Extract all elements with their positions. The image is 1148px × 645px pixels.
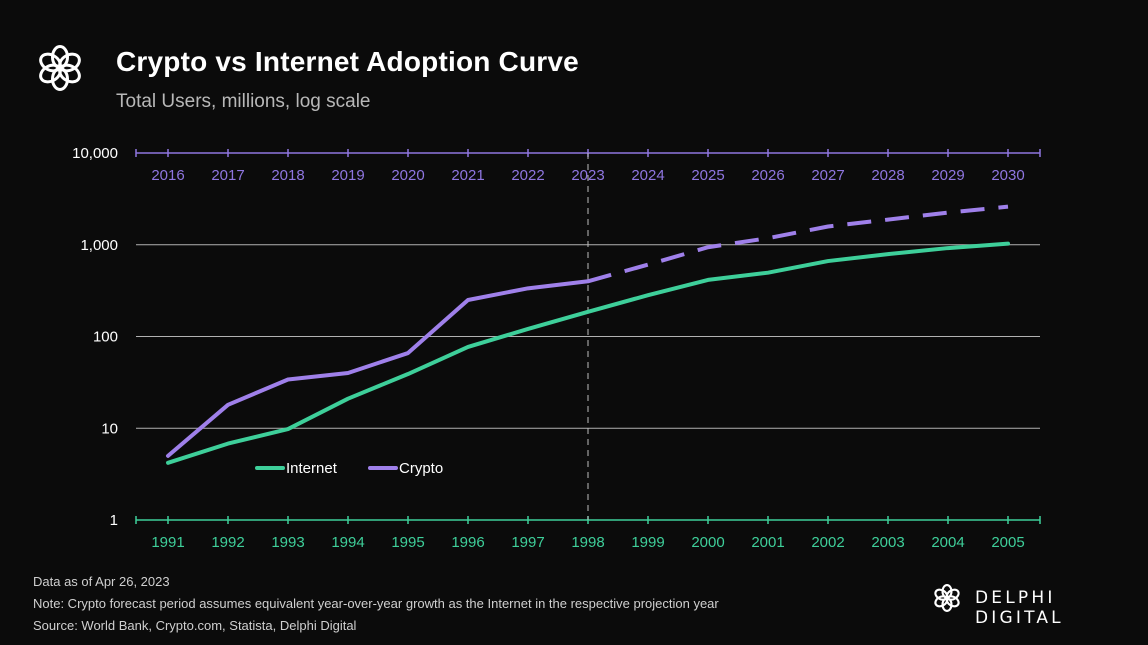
chart-header: Crypto vs Internet Adoption Curve Total … (0, 0, 1148, 130)
legend: Internet Crypto (255, 460, 443, 477)
bottom-x-tick-label: 2000 (691, 534, 724, 551)
legend-label-internet: Internet (286, 460, 338, 477)
bottom-x-tick-label: 1994 (331, 534, 364, 551)
legend-label-crypto: Crypto (399, 460, 443, 477)
bottom-x-tick-label: 1998 (571, 534, 604, 551)
axis-layer: 1 10 100 1,000 10,000 2016 1991 2017 1992 2018 199… (72, 145, 1041, 551)
delphi-brand-icon (934, 584, 960, 612)
forecast-note: Note: Crypto forecast period assumes equ… (33, 596, 719, 611)
top-x-tick-label: 2022 (511, 167, 544, 184)
data-date-note: Data as of Apr 26, 2023 (33, 574, 170, 589)
y-tick-label: 10 (101, 420, 118, 437)
bottom-x-tick-label: 2004 (931, 534, 964, 551)
top-x-tick-label: 2026 (751, 167, 784, 184)
bottom-x-tick-label: 1993 (271, 534, 304, 551)
bottom-x-tick-label: 1996 (451, 534, 484, 551)
top-x-tick-label: 2028 (871, 167, 904, 184)
series-layer (166, 204, 1010, 465)
top-x-tick-label: 2017 (211, 167, 244, 184)
top-x-tick-label: 2018 (271, 167, 304, 184)
bottom-x-tick-label: 1991 (151, 534, 184, 551)
delphi-logo-icon (39, 45, 81, 91)
y-tick-label: 1 (110, 512, 118, 529)
top-x-tick-label: 2029 (931, 167, 964, 184)
bottom-x-tick-label: 2002 (811, 534, 844, 551)
top-x-tick-label: 2030 (991, 167, 1024, 184)
chart-footer: Data as of Apr 26, 2023 Note: Crypto for… (33, 571, 719, 637)
bottom-x-tick-label: 1995 (391, 534, 424, 551)
bottom-x-tick-label: 2005 (991, 534, 1024, 551)
top-x-tick-label: 2019 (331, 167, 364, 184)
bottom-x-tick-label: 1999 (631, 534, 664, 551)
chart-subtitle: Total Users, millions, log scale (116, 91, 371, 112)
source-note: Source: World Bank, Crypto.com, Statista… (33, 618, 357, 633)
bottom-x-tick-label: 1992 (211, 534, 244, 551)
top-x-tick-label: 2027 (811, 167, 844, 184)
brand-name: DELPHI DIGITAL (975, 588, 1064, 628)
y-tick-label: 10,000 (72, 145, 118, 162)
chart-title: Crypto vs Internet Adoption Curve (116, 46, 579, 77)
top-x-tick-label: 2021 (451, 167, 484, 184)
bottom-x-tick-label: 1997 (511, 534, 544, 551)
y-tick-label: 1,000 (80, 237, 118, 254)
crypto-projection-line (587, 204, 1009, 284)
top-x-tick-label: 2016 (151, 167, 184, 184)
y-tick-label: 100 (93, 329, 118, 346)
top-x-tick-label: 2024 (631, 167, 664, 184)
top-x-tick-label: 2020 (391, 167, 424, 184)
brand-mark: DELPHI DIGITAL (929, 580, 1129, 628)
bottom-x-tick-label: 2001 (751, 534, 784, 551)
internet-series-line (166, 241, 1010, 465)
top-x-tick-label: 2025 (691, 167, 724, 184)
crypto-series-line (166, 279, 590, 458)
bottom-x-tick-label: 2003 (871, 534, 904, 551)
